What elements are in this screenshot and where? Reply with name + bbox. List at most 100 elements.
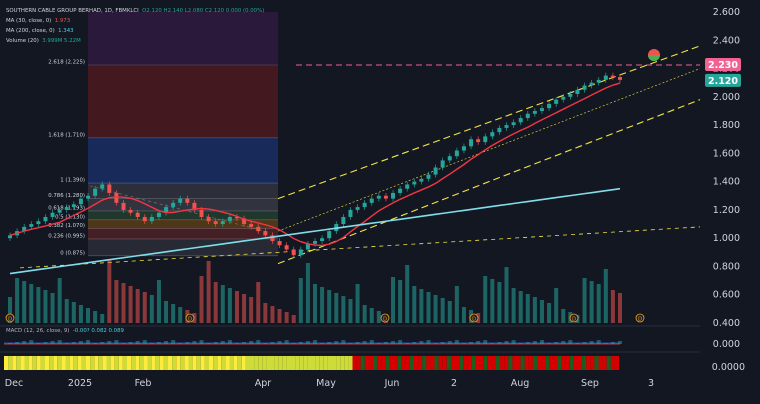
- candle[interactable]: [263, 231, 268, 236]
- candle[interactable]: [497, 127, 502, 133]
- candle[interactable]: [355, 207, 360, 210]
- candle[interactable]: [391, 192, 396, 199]
- candle[interactable]: [419, 178, 424, 182]
- candle[interactable]: [490, 132, 495, 137]
- dividend-marker-icon[interactable]: [185, 313, 195, 323]
- candle[interactable]: [86, 195, 91, 199]
- candle[interactable]: [305, 243, 310, 250]
- candle[interactable]: [8, 235, 12, 239]
- legend-ma200-row[interactable]: MA (200, close, 0) 1.343: [6, 26, 264, 36]
- candle[interactable]: [57, 209, 62, 213]
- candle[interactable]: [128, 209, 133, 213]
- candle[interactable]: [568, 93, 573, 97]
- candle[interactable]: [383, 195, 388, 199]
- candle[interactable]: [405, 184, 410, 189]
- candle[interactable]: [589, 82, 594, 86]
- symbol-title[interactable]: SOUTHERN CABLE GROUP BERHAD, 1D, FBMKLCI: [6, 8, 139, 14]
- candle[interactable]: [341, 216, 346, 225]
- candle[interactable]: [36, 221, 41, 225]
- candle[interactable]: [447, 156, 452, 161]
- dividend-marker-icon[interactable]: [635, 313, 645, 323]
- candle[interactable]: [206, 216, 211, 222]
- candle[interactable]: [277, 241, 282, 246]
- trend-mid-line[interactable]: [277, 68, 701, 232]
- candle[interactable]: [483, 136, 488, 143]
- candle[interactable]: [220, 221, 225, 225]
- candle[interactable]: [43, 216, 48, 222]
- candle[interactable]: [313, 241, 317, 244]
- candle[interactable]: [518, 118, 523, 123]
- candle[interactable]: [539, 108, 544, 111]
- candle[interactable]: [504, 125, 509, 128]
- candle[interactable]: [369, 198, 374, 203]
- candle[interactable]: [618, 77, 622, 80]
- candle[interactable]: [561, 96, 566, 100]
- candle[interactable]: [575, 89, 580, 94]
- candle[interactable]: [29, 224, 34, 227]
- candle[interactable]: [213, 221, 218, 225]
- candle[interactable]: [142, 216, 147, 222]
- candle[interactable]: [192, 202, 197, 210]
- candle[interactable]: [476, 139, 481, 143]
- candle[interactable]: [291, 249, 296, 256]
- candle[interactable]: [454, 150, 459, 157]
- candle[interactable]: [164, 207, 169, 213]
- candle[interactable]: [284, 245, 289, 250]
- dividend-marker-icon[interactable]: [469, 313, 479, 323]
- candle[interactable]: [171, 202, 176, 208]
- candle[interactable]: [554, 99, 559, 104]
- candle[interactable]: [107, 184, 112, 193]
- candle[interactable]: [433, 167, 438, 175]
- candle[interactable]: [100, 184, 105, 189]
- candle[interactable]: [320, 238, 325, 242]
- candle[interactable]: [249, 224, 254, 227]
- legend-ma30-row[interactable]: MA (30, close, 0) 1.973: [6, 16, 264, 26]
- candle[interactable]: [242, 218, 247, 225]
- legend-volume-row[interactable]: Volume (20) 3.999M 5.22M: [6, 36, 264, 46]
- candle[interactable]: [121, 202, 126, 210]
- candle[interactable]: [156, 212, 161, 217]
- ma200-line[interactable]: [9, 187, 621, 275]
- candle[interactable]: [603, 75, 608, 80]
- candle[interactable]: [532, 110, 537, 114]
- candle[interactable]: [64, 207, 69, 210]
- candle[interactable]: [78, 198, 83, 205]
- candle[interactable]: [412, 181, 417, 185]
- candle[interactable]: [398, 188, 403, 193]
- candle[interactable]: [376, 195, 381, 199]
- candle[interactable]: [440, 160, 445, 168]
- ma30-line[interactable]: [9, 82, 621, 247]
- candle[interactable]: [93, 188, 98, 196]
- candle[interactable]: [256, 226, 261, 232]
- candle[interactable]: [348, 209, 353, 217]
- candle[interactable]: [178, 198, 183, 203]
- candle[interactable]: [547, 103, 552, 109]
- candle[interactable]: [199, 209, 204, 217]
- candle[interactable]: [71, 204, 76, 208]
- candle[interactable]: [610, 75, 615, 78]
- candle[interactable]: [270, 235, 275, 242]
- support-line[interactable]: [19, 226, 701, 269]
- candle[interactable]: [525, 113, 530, 119]
- candle[interactable]: [469, 139, 474, 147]
- candle[interactable]: [327, 231, 332, 239]
- candle[interactable]: [582, 85, 587, 90]
- candle[interactable]: [114, 192, 119, 203]
- candle[interactable]: [135, 212, 140, 217]
- candle[interactable]: [461, 146, 466, 151]
- candle[interactable]: [298, 249, 303, 256]
- candle[interactable]: [22, 226, 27, 232]
- dividend-marker-icon[interactable]: [569, 313, 579, 323]
- trend-upper-line[interactable]: [277, 45, 701, 200]
- candle[interactable]: [185, 198, 190, 203]
- trend-lower-line[interactable]: [277, 99, 701, 265]
- candle[interactable]: [149, 216, 154, 222]
- candle[interactable]: [596, 79, 601, 83]
- candle[interactable]: [227, 216, 232, 222]
- candle[interactable]: [362, 202, 367, 208]
- dividend-marker-icon[interactable]: [5, 313, 15, 323]
- candle[interactable]: [234, 216, 239, 219]
- candle[interactable]: [511, 122, 516, 126]
